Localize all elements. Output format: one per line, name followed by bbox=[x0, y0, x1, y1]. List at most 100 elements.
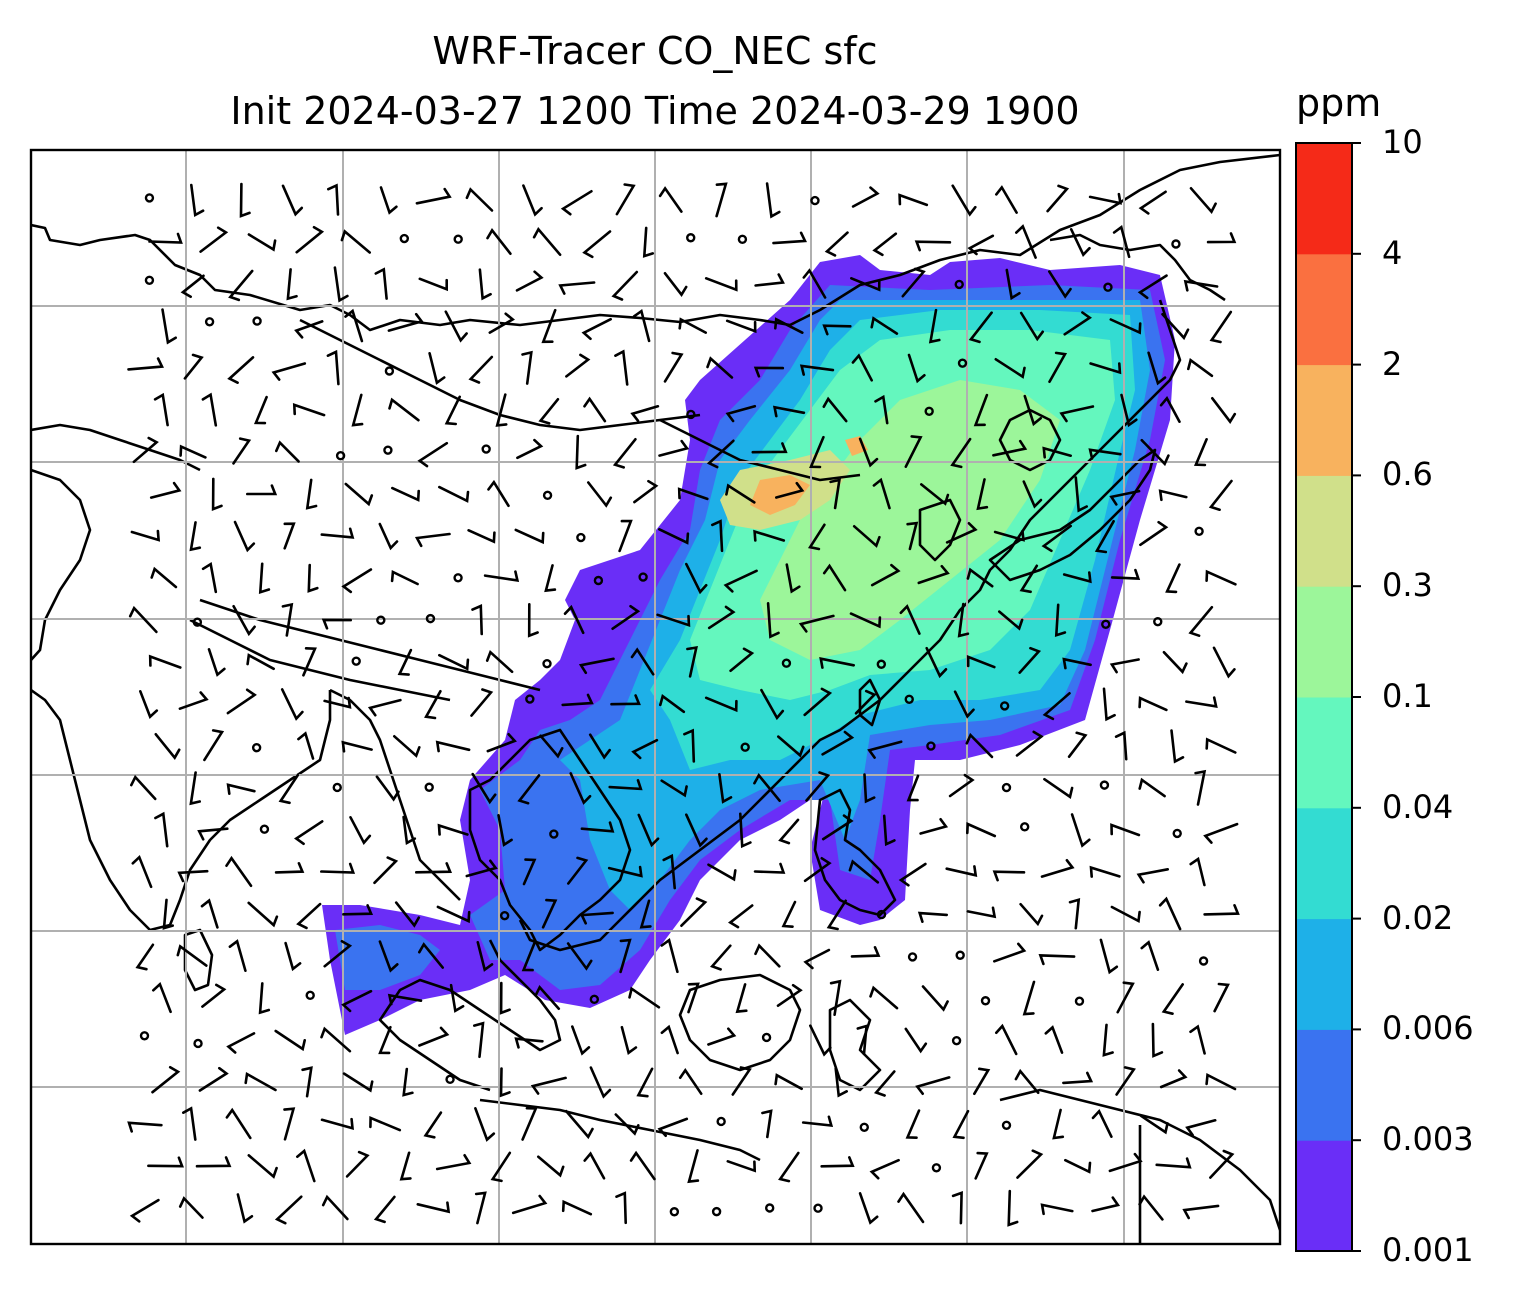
wind-barb bbox=[1115, 1066, 1136, 1096]
wind-barb bbox=[189, 771, 201, 806]
colorbar-tick-label: 2 bbox=[1382, 344, 1403, 383]
wind-barb bbox=[824, 231, 849, 257]
wind-barb bbox=[321, 1194, 349, 1221]
wind-barb bbox=[1203, 822, 1239, 844]
wind-barb bbox=[683, 728, 696, 763]
coastline-malay-sumatra bbox=[378, 939, 562, 1092]
wind-barb bbox=[631, 738, 659, 760]
wind-barb bbox=[522, 184, 543, 217]
wind-barb bbox=[247, 233, 277, 252]
wind-barb bbox=[778, 1151, 800, 1183]
wind-barb bbox=[1139, 520, 1169, 547]
wind-barb bbox=[945, 865, 978, 877]
wind-barb bbox=[302, 647, 317, 677]
calm-wind-circle bbox=[954, 279, 964, 290]
wind-barb bbox=[582, 230, 612, 259]
wind-barb bbox=[581, 317, 612, 341]
wind-barb bbox=[612, 438, 637, 469]
colorbar-segment bbox=[1296, 697, 1352, 809]
wind-barb bbox=[920, 483, 950, 506]
wind-barb bbox=[614, 349, 629, 386]
wind-barb bbox=[538, 398, 560, 425]
co-field-level-5 bbox=[760, 380, 1060, 660]
wind-barb bbox=[685, 813, 708, 848]
calm-wind-circle bbox=[926, 741, 936, 751]
wind-barb bbox=[904, 1027, 928, 1054]
wind-barb bbox=[1159, 395, 1181, 423]
calm-wind-circle bbox=[335, 450, 346, 461]
wind-barb bbox=[1208, 479, 1233, 511]
wind-barb bbox=[802, 268, 827, 299]
wind-barb bbox=[850, 277, 881, 292]
wind-barb bbox=[809, 1024, 832, 1057]
wind-barb bbox=[1067, 731, 1088, 758]
wind-barb bbox=[630, 647, 655, 676]
wind-barb bbox=[966, 906, 997, 919]
wind-barb bbox=[247, 1154, 278, 1179]
colorbar-segment bbox=[1296, 586, 1352, 698]
wind-barb bbox=[296, 1148, 316, 1183]
wind-barb bbox=[201, 561, 218, 594]
colorbar-segment bbox=[1296, 1140, 1352, 1252]
wind-barb bbox=[483, 570, 520, 582]
wind-barb bbox=[1042, 446, 1072, 459]
wind-barb bbox=[149, 481, 182, 499]
wind-barb bbox=[765, 182, 781, 219]
wind-barb bbox=[367, 698, 402, 717]
wind-barb bbox=[1046, 184, 1070, 213]
wind-barb bbox=[863, 773, 876, 804]
wind-barb bbox=[321, 618, 352, 630]
coastline-bay-bengal bbox=[329, 688, 461, 901]
wind-barb bbox=[760, 688, 785, 721]
wind-barb bbox=[378, 522, 399, 551]
wind-barb bbox=[1022, 980, 1036, 1016]
wind-barb bbox=[849, 612, 882, 629]
wind-barb bbox=[575, 434, 587, 470]
wind-barb bbox=[872, 232, 898, 257]
wind-barb bbox=[1158, 896, 1182, 931]
wind-barb bbox=[284, 941, 302, 972]
wind-barb bbox=[402, 1067, 414, 1097]
wind-barb bbox=[906, 774, 920, 802]
wind-barb bbox=[373, 856, 399, 885]
calm-wind-circle bbox=[593, 575, 604, 586]
wind-barb bbox=[292, 403, 326, 417]
wind-barb bbox=[428, 352, 446, 385]
wind-barb bbox=[729, 647, 755, 673]
wind-barb bbox=[342, 904, 374, 916]
wind-barb bbox=[658, 186, 683, 213]
calm-wind-circle bbox=[1099, 780, 1110, 790]
wind-barb bbox=[680, 897, 708, 927]
wind-barb bbox=[656, 613, 691, 628]
wind-barb bbox=[834, 1067, 848, 1098]
wind-barb bbox=[1114, 730, 1128, 761]
wind-barb bbox=[564, 1109, 594, 1140]
wind-barb bbox=[1062, 1071, 1094, 1085]
wind-barb bbox=[735, 983, 748, 1014]
wind-barb bbox=[571, 1025, 591, 1056]
wind-barb bbox=[561, 693, 594, 707]
calm-wind-circle bbox=[144, 275, 155, 286]
wind-barb bbox=[487, 479, 510, 508]
wind-barb bbox=[967, 234, 995, 256]
colorbar-tick-label: 0.02 bbox=[1382, 898, 1454, 937]
wind-barb bbox=[607, 865, 643, 878]
wind-barb bbox=[1070, 813, 1091, 848]
wind-barb bbox=[772, 405, 806, 418]
wind-barb bbox=[139, 690, 159, 719]
wind-barb bbox=[162, 898, 174, 930]
wind-barb bbox=[424, 690, 442, 720]
wind-barb bbox=[569, 772, 592, 805]
wind-barb bbox=[973, 1067, 991, 1096]
colorbar-unit: ppm bbox=[1296, 81, 1382, 125]
wind-barb bbox=[583, 1151, 606, 1180]
wind-barb bbox=[753, 862, 786, 874]
wind-barb bbox=[1211, 397, 1237, 424]
wind-barb bbox=[522, 858, 537, 886]
wind-barb bbox=[1151, 1022, 1164, 1058]
wind-barb bbox=[397, 648, 413, 676]
colorbar-segment bbox=[1296, 918, 1352, 1030]
wind-barb bbox=[587, 481, 613, 508]
wind-barb bbox=[499, 981, 511, 1015]
wind-barb bbox=[761, 1109, 773, 1139]
